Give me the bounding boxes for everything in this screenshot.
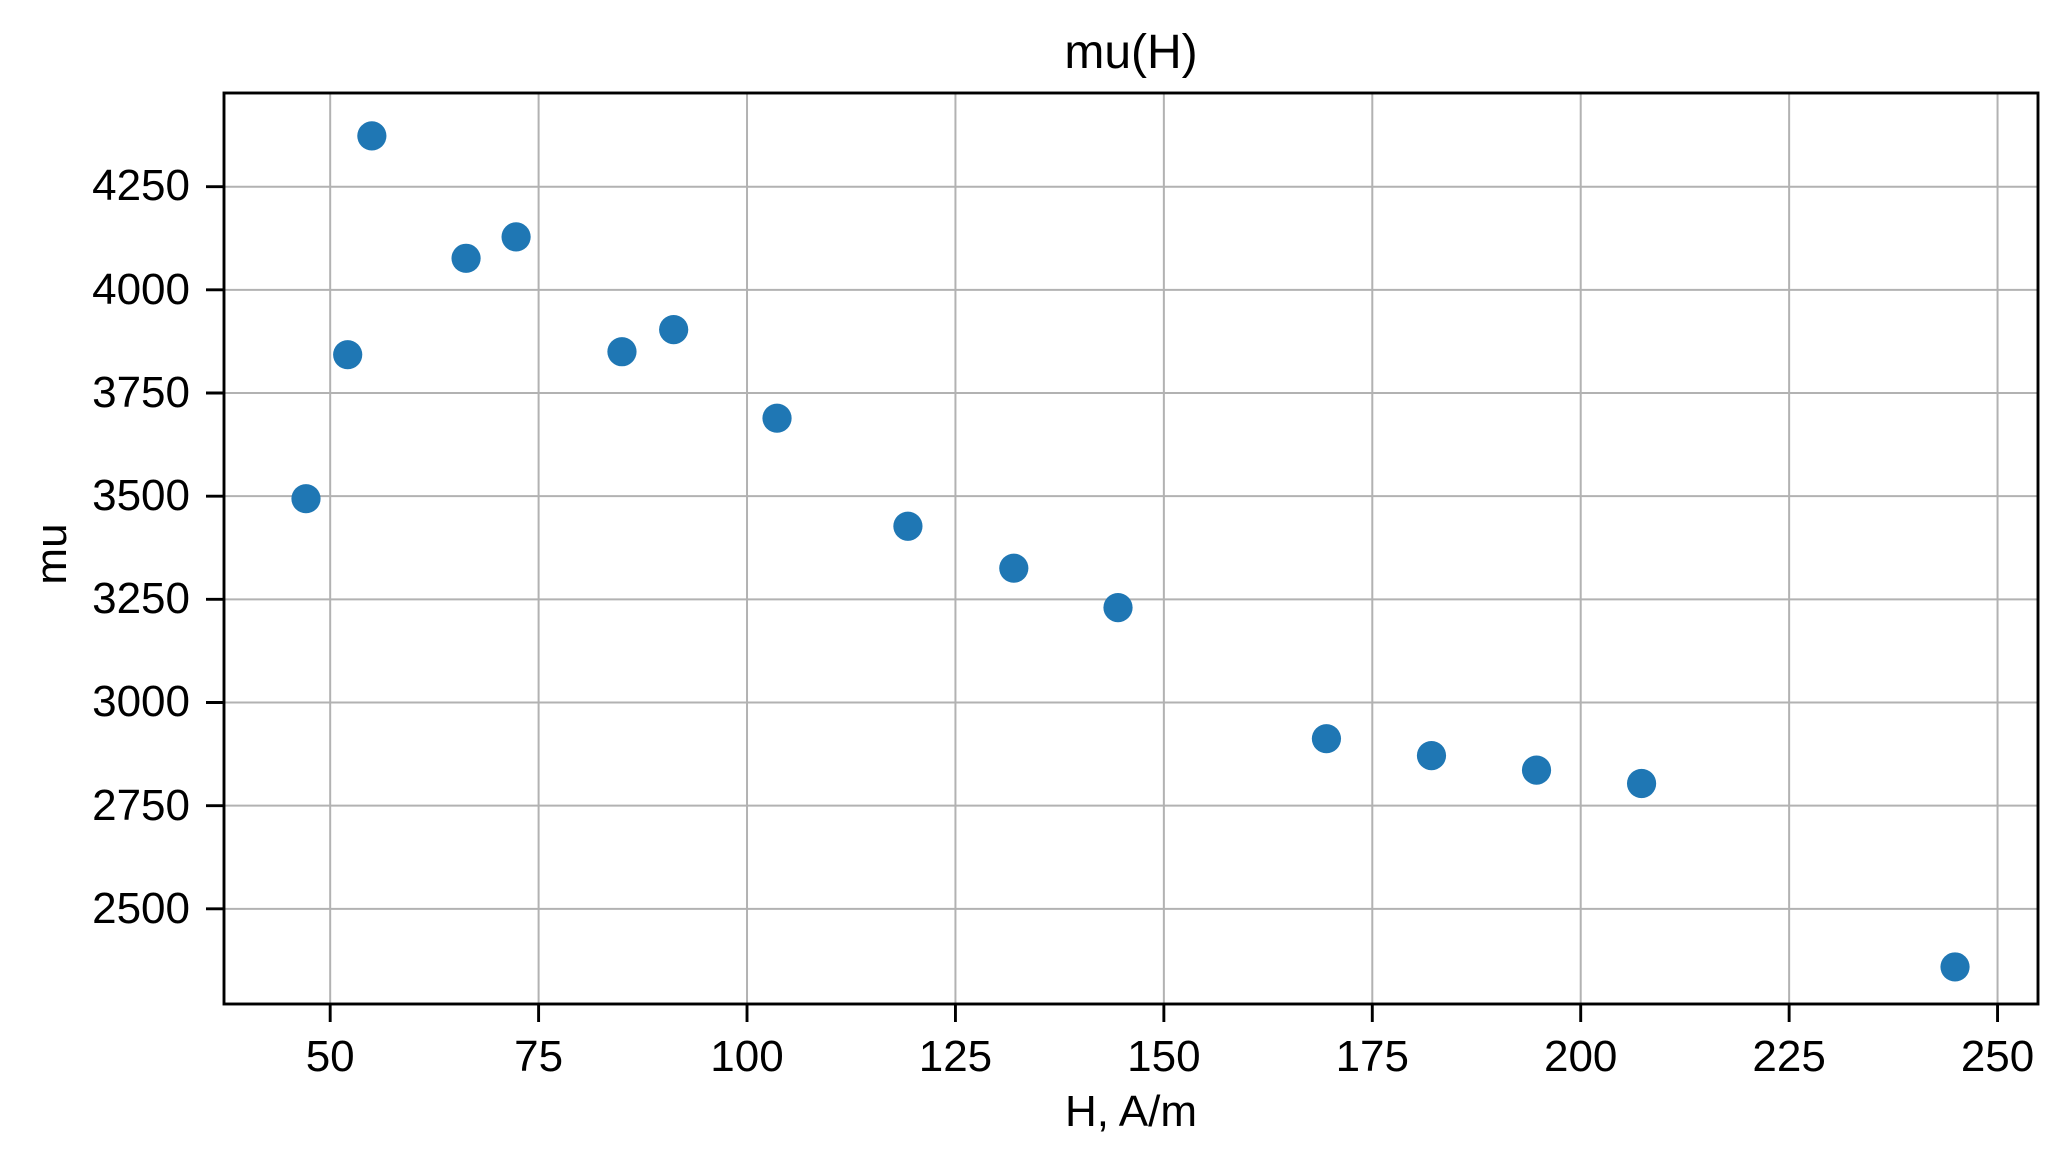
svg-text:3750: 3750 [92, 368, 190, 417]
svg-text:75: 75 [514, 1032, 563, 1081]
svg-text:150: 150 [1127, 1032, 1200, 1081]
svg-text:4000: 4000 [92, 265, 190, 314]
svg-text:50: 50 [306, 1032, 355, 1081]
svg-text:250: 250 [1961, 1032, 2034, 1081]
svg-text:2500: 2500 [92, 884, 190, 933]
svg-text:mu: mu [27, 523, 76, 584]
svg-text:175: 175 [1336, 1032, 1409, 1081]
svg-text:4250: 4250 [92, 161, 190, 210]
svg-text:mu(H): mu(H) [1064, 26, 1197, 79]
svg-text:225: 225 [1752, 1032, 1825, 1081]
svg-text:3000: 3000 [92, 677, 190, 726]
svg-text:200: 200 [1544, 1032, 1617, 1081]
svg-text:H, A/m: H, A/m [1065, 1087, 1197, 1136]
svg-text:3250: 3250 [92, 574, 190, 623]
svg-text:125: 125 [919, 1032, 992, 1081]
svg-text:100: 100 [710, 1032, 783, 1081]
svg-text:2750: 2750 [92, 781, 190, 830]
svg-text:3500: 3500 [92, 471, 190, 520]
